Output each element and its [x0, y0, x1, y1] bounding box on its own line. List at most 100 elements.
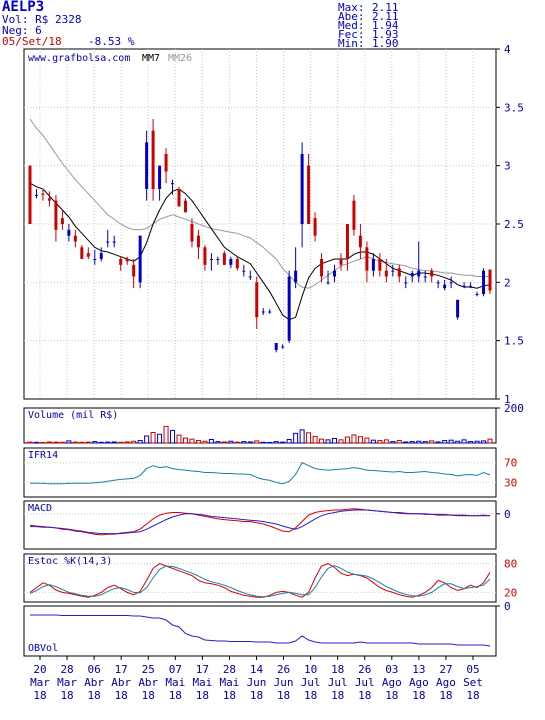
volume-bar — [396, 440, 402, 444]
volume-bar — [364, 437, 370, 444]
stat-med-value: 1.94 — [372, 19, 399, 32]
date-year-label: 18 — [33, 689, 46, 702]
candle-body — [456, 299, 460, 318]
volume-bar — [27, 441, 33, 444]
volume-bar — [208, 439, 214, 444]
candle-body — [171, 183, 175, 185]
candle-body — [352, 200, 356, 230]
legend-mm7: MM7 — [142, 53, 160, 64]
candle-body — [235, 259, 239, 269]
price-change: -8.53 % — [88, 35, 135, 48]
candle-body — [287, 276, 291, 341]
volume-bar — [312, 435, 318, 444]
candle-body — [60, 218, 64, 224]
candle-body — [242, 270, 246, 272]
volume-bar — [306, 432, 312, 444]
volume-bar — [409, 441, 415, 444]
volume-bar — [79, 441, 85, 444]
date-year-label: 18 — [439, 689, 452, 702]
volume-bar — [98, 441, 104, 444]
candle-body — [73, 235, 77, 242]
volume-bar — [150, 432, 156, 444]
volume-bar — [461, 439, 467, 444]
date-month-label: Jun — [247, 676, 267, 689]
candle-body — [326, 282, 330, 284]
volume-bar — [260, 441, 266, 444]
date-year-label: 18 — [169, 689, 182, 702]
volume-bar — [46, 441, 52, 444]
date-year-label: 18 — [60, 689, 73, 702]
obvol-line — [30, 614, 491, 647]
volume-bar — [455, 440, 461, 444]
date-day-label: 18 — [331, 663, 344, 676]
volume-bar — [338, 439, 344, 444]
volume-axis-label: 200 — [504, 402, 524, 415]
candle-body — [443, 284, 447, 289]
candle-body — [106, 241, 110, 243]
volume-bar — [111, 441, 117, 444]
date-year-label: 18 — [304, 689, 317, 702]
date-day-label: 28 — [223, 663, 236, 676]
volume-bar — [144, 435, 150, 444]
volume-bar — [474, 440, 480, 444]
ifr-axis-label: 70 — [504, 457, 517, 470]
date-day-label: 27 — [439, 663, 452, 676]
volume-bar — [137, 440, 143, 444]
volume-bar — [170, 429, 176, 444]
volume-bar — [332, 437, 338, 444]
volume-label: Vol: R$ 2328 — [2, 13, 82, 26]
volume-bar — [267, 441, 273, 444]
candle-body — [190, 224, 194, 242]
volume-bar — [33, 441, 39, 444]
date-year-label: 18 — [412, 689, 425, 702]
candle-body — [397, 268, 401, 277]
volume-bar — [202, 440, 208, 444]
candle-body — [384, 270, 388, 277]
candle-body — [132, 264, 136, 277]
candle-body — [268, 311, 272, 313]
volume-bar — [390, 441, 396, 444]
price-axis-label: 3.5 — [504, 101, 524, 114]
volume-bar — [92, 441, 98, 444]
volume-bar — [221, 441, 227, 444]
estoc-axis-label: 80 — [504, 558, 517, 571]
volume-bar — [377, 440, 383, 444]
volume-bar — [422, 441, 428, 444]
price-axis-label: 1.5 — [504, 335, 524, 348]
estoc-label: Estoc %K(14,3) — [28, 556, 112, 567]
volume-bar — [59, 441, 65, 444]
date-day-label: 13 — [412, 663, 425, 676]
candle-body — [203, 247, 207, 265]
volume-bar — [280, 441, 286, 444]
macd-signal-line — [30, 509, 490, 535]
candle-body — [300, 154, 304, 224]
price-axis-label: 4 — [504, 43, 511, 56]
volume-bar — [72, 441, 78, 444]
candle-body — [28, 165, 32, 224]
candle-body — [209, 259, 213, 260]
candle-body — [41, 193, 45, 195]
candle-body — [371, 259, 375, 271]
estoc-k-line — [29, 563, 491, 598]
candle-body — [430, 270, 434, 277]
date-day-label: 25 — [142, 663, 155, 676]
candle-body — [417, 270, 421, 277]
volume-bar — [429, 440, 435, 444]
date-month-label: Ago — [409, 676, 429, 689]
volume-bar — [189, 438, 195, 444]
stat-max-label: Max: — [338, 1, 365, 14]
candle-body — [449, 282, 453, 284]
price-axis-label: 2.5 — [504, 218, 524, 231]
candle-body — [482, 270, 486, 294]
candle-body — [358, 235, 362, 248]
volume-bar — [448, 439, 454, 444]
estoc-axis-label: 20 — [504, 586, 517, 599]
candle-body — [138, 235, 142, 283]
ifr-axis-label: 30 — [504, 476, 517, 489]
ifr-panel — [23, 447, 497, 498]
date-month-label: Abr — [84, 676, 104, 689]
obvol-axis-label: 0 — [504, 600, 511, 613]
candle-body — [313, 218, 317, 236]
candle-body — [391, 270, 395, 272]
stat-fec-label: Fec: — [338, 28, 365, 41]
